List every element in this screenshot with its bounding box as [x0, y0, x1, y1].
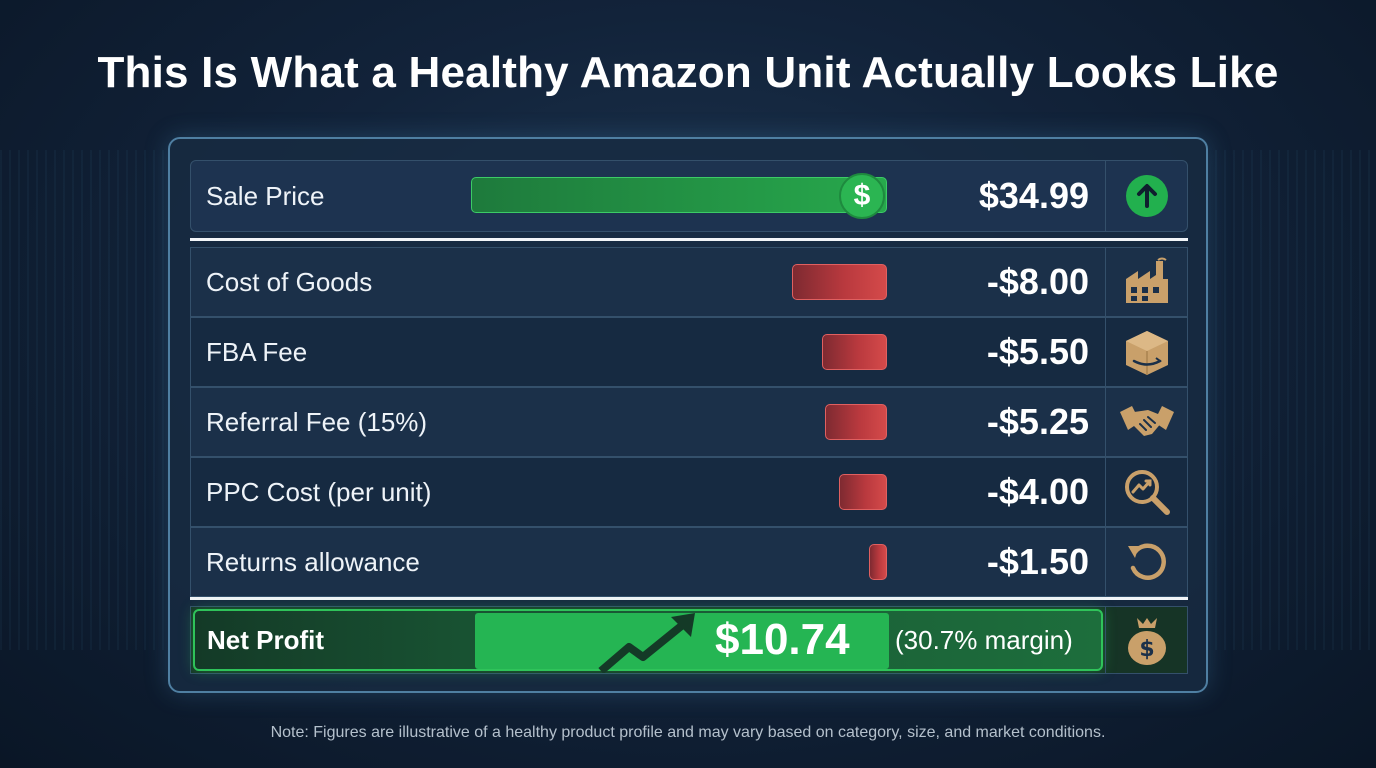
cost-label: Returns allowance — [206, 546, 420, 577]
background-pattern-right — [1206, 150, 1376, 650]
cost-value: -$4.00 — [986, 471, 1089, 512]
cost-row: Referral Fee (15%) -$5.25 — [190, 387, 1188, 457]
unit-economics-panel: Sale Price $ $34.99 Cost of Goods -$8.00 — [168, 137, 1208, 693]
cost-icon-cell — [1105, 248, 1187, 316]
money-bag-icon: $ — [1125, 614, 1169, 666]
background-pattern-left — [0, 150, 170, 650]
net-profit-margin: (30.7% margin) — [895, 624, 1073, 655]
net-profit-label: Net Profit — [207, 624, 324, 655]
net-profit-icon-cell: $ — [1105, 607, 1187, 673]
handshake-icon — [1118, 400, 1176, 444]
cost-icon-cell — [1105, 458, 1187, 526]
cost-icon-cell — [1105, 318, 1187, 386]
cost-bar — [791, 264, 887, 300]
divider-bottom — [190, 597, 1188, 600]
cost-bar — [869, 544, 887, 580]
cost-label: Cost of Goods — [206, 266, 373, 297]
factory-icon — [1122, 257, 1172, 307]
divider-top — [190, 238, 1188, 241]
net-profit-row: Net Profit $10.74 (30.7% margin) $ — [190, 606, 1188, 674]
sale-price-icon-cell — [1105, 161, 1187, 231]
cost-icon-cell — [1105, 388, 1187, 456]
magnifier-trend-icon — [1122, 467, 1172, 517]
cost-icon-cell — [1105, 528, 1187, 596]
sale-price-value: $34.99 — [978, 175, 1089, 216]
cost-row: FBA Fee -$5.50 — [190, 317, 1188, 387]
trend-up-arrow-icon — [595, 611, 705, 673]
cost-row: Cost of Goods -$8.00 — [190, 247, 1188, 317]
sale-price-bar — [471, 177, 887, 213]
sale-price-row: Sale Price $ $34.99 — [190, 160, 1188, 232]
page-title: This Is What a Healthy Amazon Unit Actua… — [97, 48, 1279, 97]
cost-value: -$8.00 — [986, 261, 1089, 302]
net-profit-value: $10.74 — [715, 615, 850, 664]
cost-row: Returns allowance -$1.50 — [190, 527, 1188, 597]
net-profit-highlight: Net Profit $10.74 (30.7% margin) — [193, 609, 1103, 673]
footnote: Note: Figures are illustrative of a heal… — [270, 724, 1106, 741]
cost-value: -$1.50 — [986, 541, 1089, 582]
cost-value: -$5.25 — [986, 401, 1089, 442]
cost-label: Referral Fee (15%) — [206, 406, 428, 437]
cost-row: PPC Cost (per unit) -$4.00 — [190, 457, 1188, 527]
package-box-icon — [1122, 327, 1172, 377]
cost-bar — [839, 474, 887, 510]
dollar-badge-icon: $ — [839, 173, 885, 219]
cost-value: -$5.50 — [986, 331, 1089, 372]
svg-text:$: $ — [1139, 637, 1154, 662]
arrow-up-circle-icon — [1124, 173, 1170, 219]
cost-label: PPC Cost (per unit) — [206, 476, 432, 507]
return-arrow-icon — [1123, 538, 1171, 586]
cost-bar — [821, 334, 887, 370]
cost-bar — [824, 404, 887, 440]
sale-price-label: Sale Price — [206, 180, 325, 211]
cost-label: FBA Fee — [206, 336, 308, 367]
